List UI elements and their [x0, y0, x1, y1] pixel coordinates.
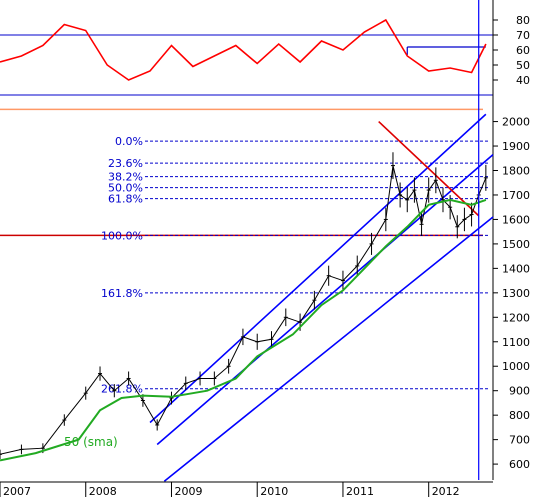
- indicator-y-tick-label: 60: [516, 44, 530, 57]
- price-y-tick-label: 1300: [502, 287, 530, 300]
- price-series-line: [0, 165, 487, 455]
- price-y-tick-label: 1600: [502, 213, 530, 226]
- indicator-y-tick-label: 40: [516, 74, 530, 87]
- price-y-tick-label: 1100: [502, 336, 530, 349]
- fibonacci-level-label: 23.6%: [108, 157, 143, 170]
- indicator-series-line: [0, 18, 487, 81]
- price-y-tick-label: 1900: [502, 140, 530, 153]
- price-y-tick-label: 700: [509, 434, 530, 447]
- sma-line: [0, 198, 487, 462]
- indicator-y-tick-label: 70: [516, 29, 530, 42]
- x-axis-tick-label: 2007: [3, 485, 31, 497]
- price-y-tick-label: 1000: [502, 360, 530, 373]
- fibonacci-level-label: 100.0%: [101, 229, 143, 242]
- indicator-y-tick-label: 50: [516, 59, 530, 72]
- price-y-tick-label: 600: [509, 458, 530, 471]
- indicator-panel: 40 50 60 70 80: [0, 0, 530, 97]
- downtrend-line: [378, 120, 480, 217]
- sma-label: 50 (sma): [64, 435, 118, 449]
- fibonacci-level-label: 261.8%: [101, 383, 143, 396]
- price-y-tick-label: 900: [509, 385, 530, 398]
- price-y-tick-label: 800: [509, 409, 530, 422]
- fibonacci-level-label: 61.8%: [108, 193, 143, 206]
- price-panel: 600 700 800 900 1000 1100 1200 1300 1400 1500 1600…: [0, 0, 530, 482]
- x-axis-tick-label: 2011: [346, 485, 374, 497]
- x-axis: 2007 2008 2009 2010 2011 2012: [0, 481, 493, 497]
- x-axis-tick-label: 2012: [432, 485, 460, 497]
- x-axis-tick-label: 2008: [89, 485, 117, 497]
- price-y-tick-label: 1500: [502, 238, 530, 251]
- channel-line: [149, 113, 487, 424]
- price-y-tick-label: 1700: [502, 189, 530, 202]
- price-y-tick-label: 1200: [502, 311, 530, 324]
- fibonacci-level-label: 0.0%: [115, 135, 143, 148]
- x-axis-tick-label: 2010: [260, 485, 288, 497]
- x-axis-tick-label: 2009: [174, 485, 202, 497]
- fibonacci-level-label: 38.2%: [108, 171, 143, 184]
- fibonacci-level-label: 161.8%: [101, 287, 143, 300]
- price-y-tick-label: 1800: [502, 165, 530, 178]
- channel-line: [163, 216, 494, 482]
- price-y-tick-label: 1400: [502, 262, 530, 275]
- indicator-y-tick-label: 80: [516, 14, 530, 27]
- price-y-tick-label: 2000: [502, 116, 530, 129]
- fibonacci-level-label: 50.0%: [108, 182, 143, 195]
